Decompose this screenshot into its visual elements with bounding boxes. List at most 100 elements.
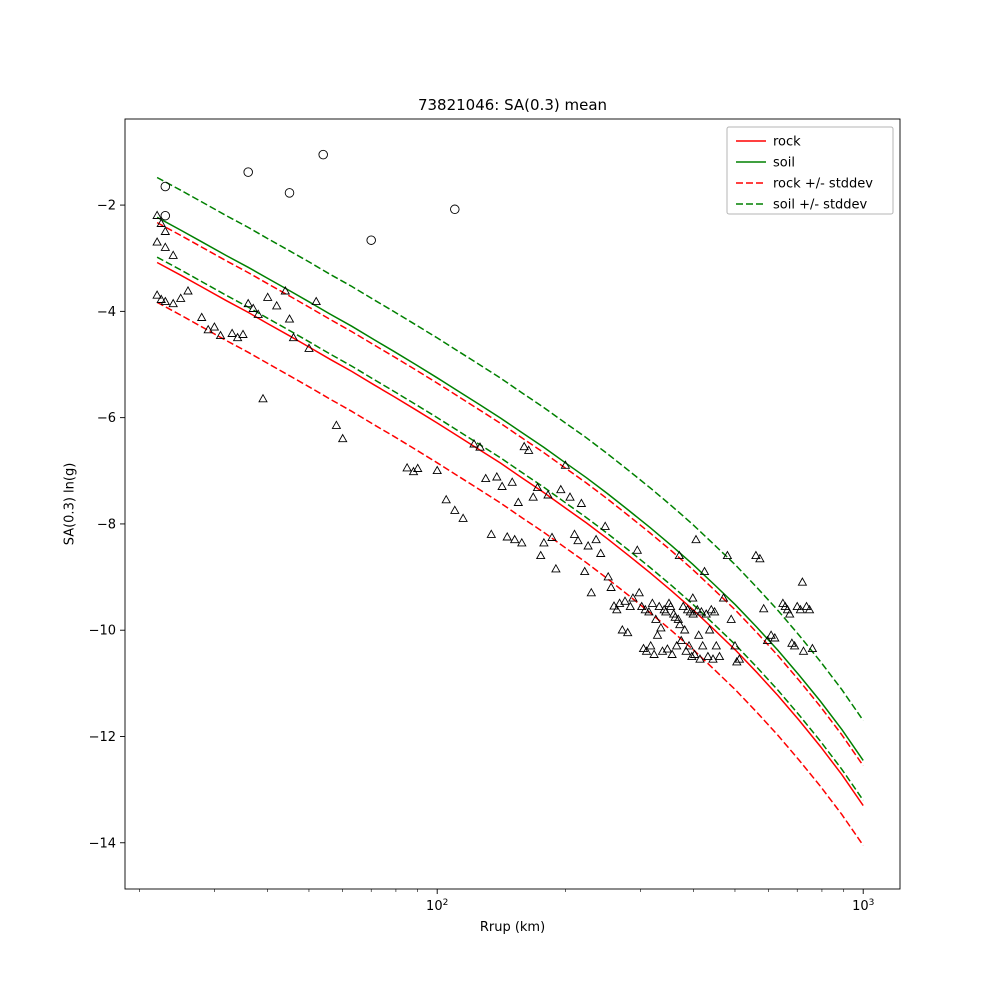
legend-label: soil +/- stddev [773,198,868,213]
triangle-marker [271,300,282,310]
y-tick-label: −6 [97,411,116,426]
triangle-marker [714,651,725,661]
triangle-marker [807,643,818,653]
triangle-marker [701,609,711,618]
triangle-marker [667,649,677,658]
triangle-marker [209,322,220,331]
triangle-marker [284,314,295,323]
triangle-marker [600,521,610,530]
y-tick-label: −4 [97,305,116,320]
triangle-marker [160,242,171,251]
triangle-marker [215,330,226,340]
triangle-marker [262,292,273,301]
triangle-marker [547,532,557,541]
triangle-marker [647,598,658,607]
triangle-marker [697,640,708,650]
triangle-marker [661,606,671,616]
triangle-marker [502,531,512,541]
rock-minus-stddev-line [156,301,864,846]
axes-frame [124,118,901,890]
triangle-marker [560,460,571,469]
triangle-marker [695,654,705,663]
triangle-marker [641,646,652,655]
triangle-marker [730,640,740,650]
triangle-marker [565,492,575,501]
circle-marker [366,235,376,245]
triangle-marker [469,438,479,448]
triangle-marker [507,477,517,486]
triangle-marker [711,640,722,650]
triangle-marker [535,550,546,560]
triangle-marker [331,420,342,429]
triangle-marker [762,635,773,645]
triangle-marker [441,494,451,504]
triangle-marker [665,601,676,611]
triangle-marker [258,393,268,403]
triangle-marker [528,492,538,501]
triangle-marker [617,624,628,634]
triangle-marker [671,640,682,650]
triangle-marker [699,566,710,576]
triangle-marker [243,298,253,308]
triangle-marker [152,237,162,246]
soil-plus-stddev-line [156,176,864,721]
triangle-marker [704,624,715,634]
triangle-marker [640,604,651,614]
triangle-marker [634,587,644,597]
triangle-marker [798,646,809,655]
triangle-marker [248,303,258,312]
triangle-marker [734,654,745,663]
y-tick-label: −10 [89,624,116,639]
triangle-marker [681,646,691,655]
triangle-marker [432,465,442,475]
triangle-marker [156,294,166,303]
triangle-marker [632,545,643,554]
triangle-marker [688,593,698,602]
triangle-marker [579,566,590,576]
triangle-marker [152,290,162,299]
triangle-marker [160,226,171,235]
triangle-marker [168,250,178,259]
triangle-marker [556,484,566,494]
triangle-marker [620,596,630,605]
y-tick-label: −2 [97,199,116,214]
triangle-marker [801,601,812,611]
triangle-marker [513,497,524,506]
circle-markers [160,149,460,245]
legend-label: soil [773,156,795,171]
triangle-marker [751,550,761,560]
triangle-marker [576,498,587,507]
triangle-marker [645,640,656,650]
triangle-marker [638,643,649,653]
triangle-marker [691,534,701,544]
triangle-marker [684,640,694,650]
triangle-marker [726,614,736,623]
legend: rock soil rock +/- stddev soil +/- stddev [726,126,894,215]
chart-title: 73821046: SA(0.3) mean [417,96,608,114]
legend-label: rock +/- stddev [773,177,873,192]
triangle-marker [693,630,704,639]
triangle-marker [651,614,661,623]
y-tick-label: −12 [89,730,116,745]
triangle-marker [644,606,654,616]
triangle-marker [539,537,549,547]
triangle-marker [160,296,171,306]
triangle-marker [196,312,207,321]
rock-plus-stddev-line [156,221,864,767]
triangle-marker [687,651,697,661]
triangle-marker [551,563,561,573]
triangle-marker [591,534,601,544]
triangle-marker [183,285,193,295]
triangle-marker [649,649,659,658]
triangle-marker [804,604,815,614]
triangle-marker [238,329,248,338]
legend-label: rock [773,135,801,150]
triangle-marker [789,640,800,650]
triangle-marker [782,604,793,614]
triangle-marker [678,601,688,611]
circle-marker [160,210,171,221]
triangle-marker [784,609,795,618]
triangle-marker [675,619,685,629]
triangle-marker [606,582,616,591]
